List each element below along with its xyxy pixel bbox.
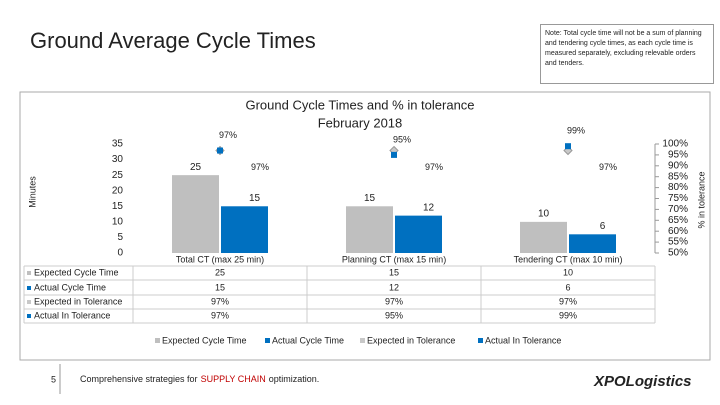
table-row-label: Expected in Tolerance: [34, 296, 122, 306]
table-value: 97%: [559, 296, 577, 306]
y2-tick-label: 95%: [668, 150, 688, 161]
legend-label: Expected Cycle Time: [162, 335, 247, 345]
bar: [569, 234, 616, 253]
tolerance-marker: [217, 147, 223, 154]
y-tick-label: 15: [112, 201, 124, 212]
y-tick-label: 25: [112, 170, 124, 181]
bar-value-label: 10: [538, 208, 550, 219]
y2-tick-label: 75%: [668, 193, 688, 204]
y2-tick-label: 100%: [662, 139, 688, 150]
table-value: 15: [389, 267, 399, 277]
y-tick-label: 35: [112, 139, 124, 150]
y-tick-label: 0: [117, 248, 123, 259]
y-tick-label: 20: [112, 185, 124, 196]
tolerance-label: 97%: [599, 162, 617, 172]
y2-axis-label: % in tolerance: [696, 171, 706, 228]
y2-tick-label: 90%: [668, 160, 688, 171]
y-axis-label: Minutes: [27, 176, 37, 208]
footer-text: optimization.: [268, 374, 320, 384]
chart-subtitle: February 2018: [318, 115, 403, 130]
tolerance-label: 97%: [425, 162, 443, 172]
table-value: 97%: [211, 296, 229, 306]
bar: [221, 206, 268, 253]
chart-frame: [19, 91, 711, 361]
y2-tick-label: 70%: [668, 204, 688, 215]
bar-value-label: 15: [249, 193, 261, 204]
y-tick-label: 10: [112, 216, 124, 227]
y2-tick-label: 85%: [668, 171, 688, 182]
note: Note: Total cycle time will not be a sum…: [540, 24, 714, 84]
table-value: 97%: [385, 296, 403, 306]
bar: [520, 221, 567, 253]
y2-tick-label: 55%: [668, 237, 688, 248]
chart-title: Ground Cycle Times and % in tolerance: [245, 97, 474, 112]
footer-text: Comprehensive strategies for: [80, 374, 198, 384]
table-swatch: [27, 300, 31, 304]
table-value: 97%: [211, 310, 229, 320]
y2-tick-label: 65%: [668, 215, 688, 226]
y2-tick-label: 80%: [668, 182, 688, 193]
table-value: 15: [215, 282, 225, 292]
legend-label: Actual In Tolerance: [485, 335, 561, 345]
x-tick-label: Tendering CT (max 10 min): [514, 254, 623, 264]
y2-tick-label: 50%: [668, 248, 688, 259]
y2-tick-label: 60%: [668, 226, 688, 237]
table-row-label: Actual Cycle Time: [34, 282, 106, 292]
table-value: 10: [563, 267, 573, 277]
bar-value-label: 12: [423, 202, 435, 213]
table-value: 12: [389, 282, 399, 292]
table-swatch: [27, 286, 31, 290]
tolerance-label: 95%: [393, 134, 411, 144]
legend-swatch: [155, 338, 160, 343]
page-number: 5: [51, 374, 56, 384]
bar-value-label: 15: [364, 193, 376, 204]
bar-value-label: 6: [600, 221, 606, 232]
tolerance-label: 97%: [251, 162, 269, 172]
footer-highlight: SUPPLY CHAIN: [200, 374, 266, 384]
table-value: 6: [565, 282, 570, 292]
table-row-label: Expected Cycle Time: [34, 267, 119, 277]
legend-swatch: [265, 338, 270, 343]
footer: Comprehensive strategies for SUPPLY CHAIN…: [80, 374, 322, 384]
legend-label: Actual Cycle Time: [272, 335, 344, 345]
table-value: 25: [215, 267, 225, 277]
slide-title: Ground Average Cycle Times: [30, 28, 316, 53]
table-value: 95%: [385, 310, 403, 320]
x-tick-label: Total CT (max 25 min): [176, 254, 264, 264]
table-value: 99%: [559, 310, 577, 320]
logo: XPOLogistics: [593, 373, 692, 390]
legend-swatch: [478, 338, 483, 343]
x-tick-label: Planning CT (max 15 min): [342, 254, 446, 264]
table-swatch: [27, 271, 31, 275]
tolerance-label: 99%: [567, 126, 585, 136]
tolerance-label: 97%: [219, 130, 237, 140]
tolerance-marker: [391, 151, 397, 158]
bar: [395, 215, 442, 253]
table-swatch: [27, 314, 31, 318]
y-tick-label: 30: [112, 154, 124, 165]
bar-value-label: 25: [190, 162, 202, 173]
bar: [346, 206, 393, 253]
tolerance-marker: [565, 143, 571, 150]
table-row-label: Actual In Tolerance: [34, 310, 110, 320]
y-tick-label: 5: [117, 232, 123, 243]
bar: [172, 175, 219, 253]
legend-swatch: [360, 338, 365, 343]
legend-label: Expected in Tolerance: [367, 335, 455, 345]
